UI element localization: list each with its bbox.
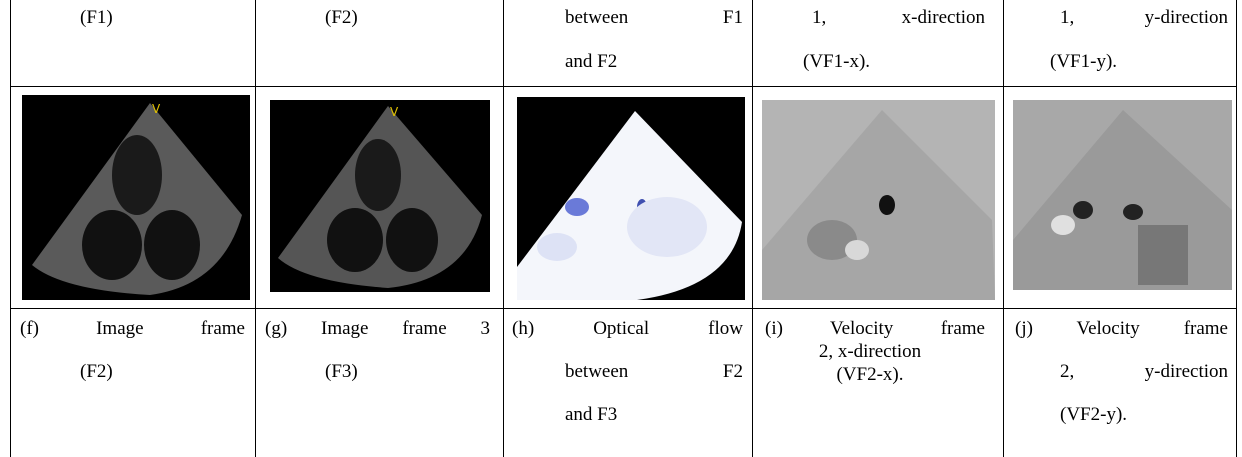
cell-text: 2, y-direction — [1060, 360, 1228, 384]
page: (F1) (F2) between F1 and F2 1, x-directi… — [0, 0, 1242, 457]
velocity-image — [762, 100, 995, 300]
cell-text: 2, x-direction — [770, 340, 970, 364]
cell-text: (F1) — [80, 6, 113, 30]
cell-text: (VF2-y). — [1060, 403, 1127, 427]
cell-border — [752, 0, 753, 457]
svg-text:V: V — [390, 105, 399, 119]
cell-text: and F2 — [565, 50, 617, 74]
cell-text: (VF2-x). — [770, 363, 970, 387]
cell-text: (g) Image frame 3 — [265, 317, 490, 341]
cell-text: (VF1-y). — [1050, 50, 1117, 74]
cell-text: (j) Velocity frame — [1015, 317, 1228, 341]
cell-text: (F2) — [80, 360, 113, 384]
cell-text: and F3 — [565, 403, 617, 427]
cell-text: (VF1-x). — [803, 50, 870, 74]
cell-text: (h) Optical flow — [512, 317, 743, 341]
svg-text:V: V — [152, 102, 161, 116]
cell-text: between F1 — [565, 6, 743, 30]
optical-flow-image — [517, 97, 745, 300]
cell-border — [503, 0, 504, 457]
cell-text: 1, x-direction — [812, 6, 985, 30]
cell-text: (f) Image frame — [20, 317, 245, 341]
cell-border — [255, 0, 256, 457]
cell-border — [1003, 0, 1004, 457]
cell-border — [1236, 0, 1237, 457]
row-border — [10, 308, 1236, 309]
cell-text: (F2) — [325, 6, 358, 30]
cell-text: (F3) — [325, 360, 358, 384]
cell-text: (i) Velocity frame — [765, 317, 985, 341]
cell-text: 1, y-direction — [1060, 6, 1228, 30]
ultrasound-image: V — [270, 100, 490, 292]
cell-text: between F2 — [565, 360, 743, 384]
velocity-image — [1013, 100, 1232, 290]
ultrasound-image: V — [22, 95, 250, 300]
row-border — [10, 86, 1236, 87]
cell-border — [10, 0, 11, 457]
